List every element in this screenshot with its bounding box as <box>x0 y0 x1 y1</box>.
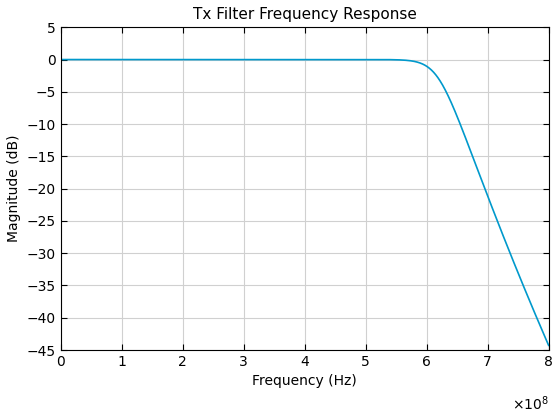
Title: Tx Filter Frequency Response: Tx Filter Frequency Response <box>193 7 417 22</box>
X-axis label: Frequency (Hz): Frequency (Hz) <box>252 374 357 389</box>
Text: $\times10^{8}$: $\times10^{8}$ <box>512 394 549 413</box>
Y-axis label: Magnitude (dB): Magnitude (dB) <box>7 135 21 242</box>
